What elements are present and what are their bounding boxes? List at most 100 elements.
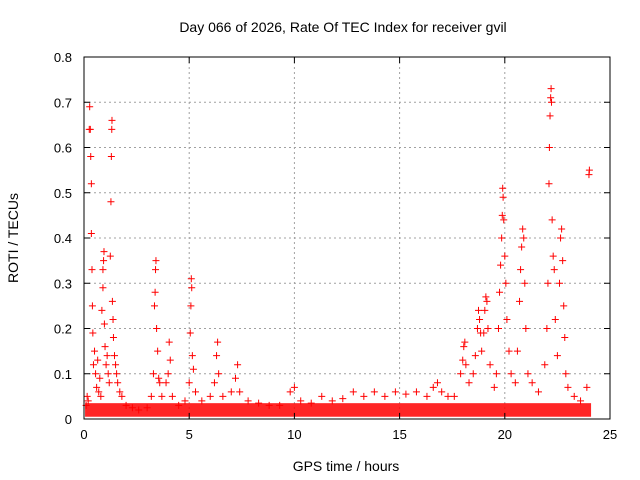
data-point bbox=[476, 315, 484, 323]
data-point bbox=[498, 211, 506, 219]
data-points bbox=[82, 85, 593, 414]
plot-frame bbox=[83, 56, 611, 420]
data-point bbox=[155, 374, 163, 382]
data-point bbox=[106, 252, 114, 260]
data-point bbox=[546, 112, 554, 120]
data-point bbox=[164, 370, 172, 378]
data-point bbox=[561, 334, 569, 342]
y-tick-label: 0.5 bbox=[54, 186, 72, 201]
data-point bbox=[577, 397, 585, 405]
x-tick-label: 20 bbox=[498, 427, 512, 442]
y-tick-label: 0.3 bbox=[54, 276, 72, 291]
data-point bbox=[551, 315, 559, 323]
data-point bbox=[492, 370, 500, 378]
data-point bbox=[543, 325, 551, 332]
data-point bbox=[111, 352, 119, 360]
data-point bbox=[87, 153, 95, 161]
y-tick-label: 0.4 bbox=[54, 231, 72, 246]
data-point bbox=[483, 297, 491, 305]
data-point bbox=[219, 392, 227, 400]
data-point bbox=[99, 266, 107, 274]
data-point bbox=[93, 383, 101, 391]
data-point bbox=[498, 234, 506, 242]
data-point bbox=[100, 248, 108, 256]
data-point bbox=[95, 388, 103, 396]
data-point bbox=[276, 401, 284, 409]
data-point bbox=[585, 166, 593, 174]
data-point bbox=[499, 193, 507, 201]
data-point bbox=[500, 216, 508, 224]
data-point bbox=[187, 302, 195, 310]
x-tick-label: 15 bbox=[392, 427, 406, 442]
data-point bbox=[450, 392, 458, 400]
data-point bbox=[562, 370, 570, 378]
data-point bbox=[528, 379, 536, 387]
data-point bbox=[433, 379, 441, 387]
data-point bbox=[128, 404, 136, 412]
y-tick-label: 0.6 bbox=[54, 141, 72, 156]
data-point bbox=[438, 388, 446, 396]
data-point bbox=[564, 383, 572, 391]
data-point bbox=[105, 379, 113, 387]
data-point bbox=[460, 343, 468, 351]
data-point bbox=[494, 325, 502, 332]
data-point bbox=[381, 392, 389, 400]
data-point bbox=[100, 257, 108, 265]
data-point bbox=[107, 198, 115, 206]
data-point bbox=[481, 306, 489, 314]
data-point bbox=[349, 388, 357, 396]
data-point bbox=[503, 315, 511, 323]
data-point bbox=[547, 94, 555, 102]
data-point bbox=[370, 388, 378, 396]
data-point bbox=[462, 361, 470, 369]
data-point bbox=[548, 216, 556, 224]
data-point bbox=[187, 275, 195, 283]
x-tick-label: 10 bbox=[287, 427, 301, 442]
data-point bbox=[505, 347, 513, 355]
data-point bbox=[112, 361, 120, 369]
data-point bbox=[328, 397, 336, 405]
data-point bbox=[214, 338, 222, 346]
data-point bbox=[486, 361, 494, 369]
data-point bbox=[480, 329, 488, 337]
data-point bbox=[114, 379, 122, 387]
data-point bbox=[547, 85, 555, 93]
data-point bbox=[501, 252, 509, 260]
data-point bbox=[227, 388, 235, 396]
data-point bbox=[473, 325, 481, 332]
data-point bbox=[520, 234, 528, 242]
data-point bbox=[86, 125, 94, 133]
data-point bbox=[188, 284, 196, 292]
data-point bbox=[444, 392, 452, 400]
data-point bbox=[188, 352, 196, 360]
data-point bbox=[113, 370, 121, 378]
data-point bbox=[108, 116, 116, 124]
data-point bbox=[391, 388, 399, 396]
data-point bbox=[166, 356, 174, 364]
data-point bbox=[101, 343, 109, 351]
data-point bbox=[96, 374, 104, 382]
data-point bbox=[559, 257, 567, 265]
data-point bbox=[185, 379, 193, 387]
baseline-noise-band bbox=[85, 403, 592, 417]
data-point bbox=[109, 315, 117, 323]
data-point bbox=[97, 392, 105, 400]
data-point bbox=[502, 279, 510, 287]
x-axis-label: GPS time / hours bbox=[293, 458, 400, 474]
data-point bbox=[511, 379, 519, 387]
data-point bbox=[545, 180, 553, 188]
data-point bbox=[84, 397, 92, 405]
grid-lines bbox=[84, 57, 610, 419]
data-point bbox=[231, 374, 239, 382]
data-point bbox=[154, 347, 162, 355]
data-point bbox=[469, 370, 477, 378]
data-point bbox=[210, 379, 218, 387]
data-point bbox=[544, 279, 552, 287]
data-point bbox=[88, 266, 96, 274]
data-point bbox=[213, 352, 221, 360]
data-point bbox=[461, 338, 469, 346]
data-point bbox=[83, 392, 91, 400]
data-point bbox=[99, 284, 107, 292]
data-point bbox=[151, 288, 159, 296]
data-point bbox=[484, 325, 492, 332]
